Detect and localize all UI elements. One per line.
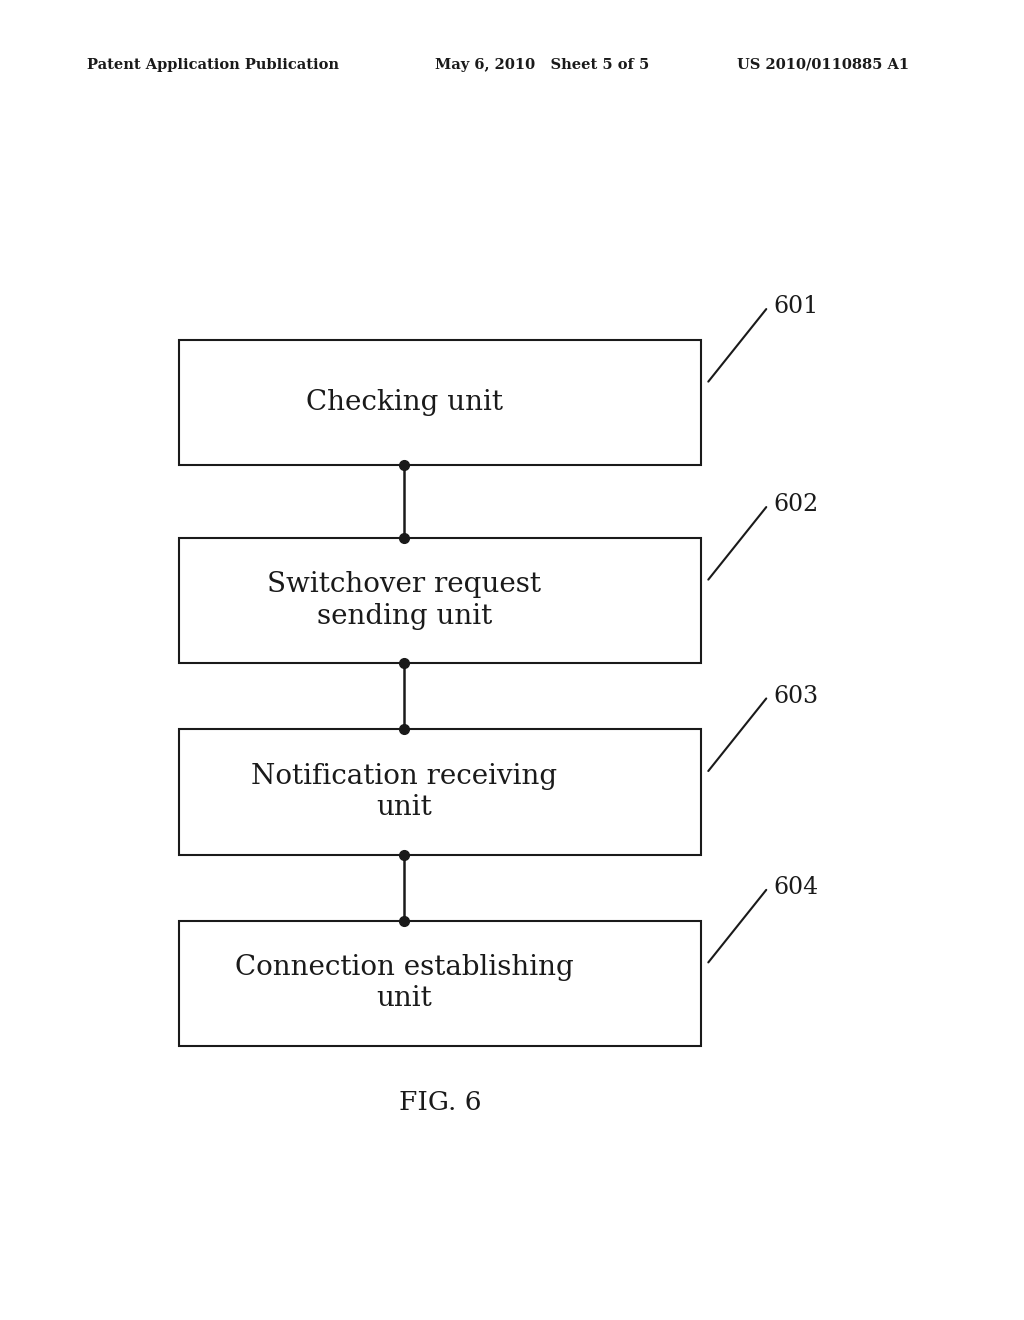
Text: May 6, 2010   Sheet 5 of 5: May 6, 2010 Sheet 5 of 5 — [435, 58, 649, 71]
Text: FIG. 6: FIG. 6 — [399, 1090, 481, 1114]
Text: 601: 601 — [773, 296, 818, 318]
Text: Patent Application Publication: Patent Application Publication — [87, 58, 339, 71]
Bar — [179, 539, 701, 663]
Bar — [179, 921, 701, 1045]
Text: 604: 604 — [773, 876, 818, 899]
Text: Checking unit: Checking unit — [306, 389, 503, 416]
Bar — [179, 729, 701, 855]
Bar — [179, 341, 701, 466]
Text: 603: 603 — [773, 685, 818, 708]
Text: Switchover request
sending unit: Switchover request sending unit — [267, 572, 542, 630]
Text: Connection establishing
unit: Connection establishing unit — [236, 954, 573, 1012]
Text: Notification receiving
unit: Notification receiving unit — [252, 763, 557, 821]
Text: 602: 602 — [773, 494, 818, 516]
Text: US 2010/0110885 A1: US 2010/0110885 A1 — [737, 58, 909, 71]
